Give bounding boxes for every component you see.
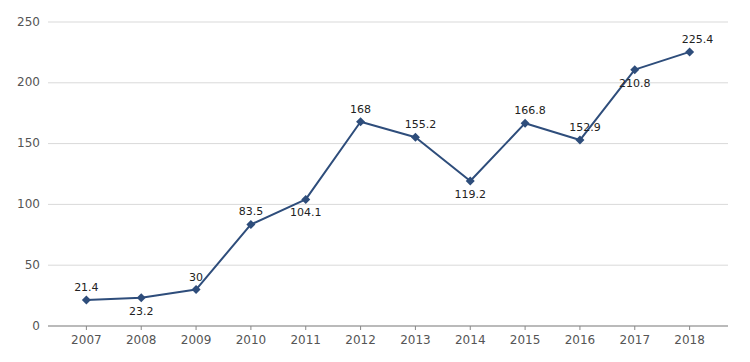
x-tick-label: 2015 xyxy=(510,333,541,347)
x-tick xyxy=(689,326,690,330)
point-marker xyxy=(685,47,694,56)
data-label: 155.2 xyxy=(405,118,437,131)
x-tick-label: 2016 xyxy=(565,333,596,347)
point-marker xyxy=(466,177,475,186)
chart-svg: 0501001502002502007200820092010201120122… xyxy=(0,0,750,362)
grid-line xyxy=(48,265,728,266)
y-tick-label: 100 xyxy=(17,197,40,211)
x-tick xyxy=(196,326,197,330)
x-tick-label: 2014 xyxy=(455,333,486,347)
y-tick-label: 250 xyxy=(17,15,40,29)
x-tick xyxy=(525,326,526,330)
point-marker xyxy=(521,119,530,128)
x-tick xyxy=(86,326,87,330)
point-marker xyxy=(192,285,201,294)
x-tick-label: 2009 xyxy=(181,333,212,347)
data-label: 23.2 xyxy=(129,305,154,318)
data-label: 166.8 xyxy=(514,104,546,117)
x-axis: 2007 2008 2009 2010 2011 2012 2013 2014 2015 2016… xyxy=(48,326,728,347)
y-axis: 0 50 100 150 200 250 xyxy=(17,15,40,333)
point-marker xyxy=(575,136,584,145)
x-tick-label: 2013 xyxy=(400,333,431,347)
data-label: 30 xyxy=(189,271,203,284)
x-axis-line xyxy=(48,326,728,327)
point-marker xyxy=(246,220,255,229)
x-tick xyxy=(250,326,251,330)
point-marker xyxy=(82,295,91,304)
data-label: 210.8 xyxy=(619,77,651,90)
x-tick-label: 2017 xyxy=(620,333,651,347)
chart-container: 0501001502002502007200820092010201120122… xyxy=(0,0,750,362)
y-grid xyxy=(48,22,728,326)
x-tick-label: 2012 xyxy=(345,333,376,347)
x-tick xyxy=(141,326,142,330)
grid-line xyxy=(48,22,728,23)
x-tick xyxy=(470,326,471,330)
y-tick-label: 50 xyxy=(25,258,40,272)
x-tick xyxy=(305,326,306,330)
point-marker xyxy=(137,293,146,302)
x-tick-label: 2007 xyxy=(71,333,102,347)
data-label: 225.4 xyxy=(682,33,714,46)
x-tick xyxy=(360,326,361,330)
data-label: 21.4 xyxy=(74,281,99,294)
x-tick-label: 2008 xyxy=(126,333,157,347)
data-label: 168 xyxy=(350,103,371,116)
grid-line xyxy=(48,204,728,205)
point-marker xyxy=(630,65,639,74)
point-marker xyxy=(356,117,365,126)
x-tick-label: 2018 xyxy=(674,333,705,347)
x-tick-label: 2011 xyxy=(290,333,321,347)
data-label: 119.2 xyxy=(455,188,487,201)
grid-line xyxy=(48,143,728,144)
x-tick xyxy=(415,326,416,330)
point-marker xyxy=(301,195,310,204)
data-label: 83.5 xyxy=(239,205,264,218)
plot-data xyxy=(82,47,694,304)
data-labels: 21.4 23.2 30 83.5 104.1 168 155.2 119.2 166.8 152… xyxy=(74,33,713,318)
x-tick xyxy=(634,326,635,330)
grid-line xyxy=(48,326,728,327)
y-tick-label: 0 xyxy=(32,319,40,333)
x-tick-label: 2010 xyxy=(236,333,267,347)
y-tick-label: 200 xyxy=(17,75,40,89)
point-marker xyxy=(411,133,420,142)
data-label: 152.9 xyxy=(569,121,601,134)
data-label: 104.1 xyxy=(290,206,322,219)
x-tick xyxy=(579,326,580,330)
y-tick-label: 150 xyxy=(17,136,40,150)
series-line xyxy=(86,52,689,300)
